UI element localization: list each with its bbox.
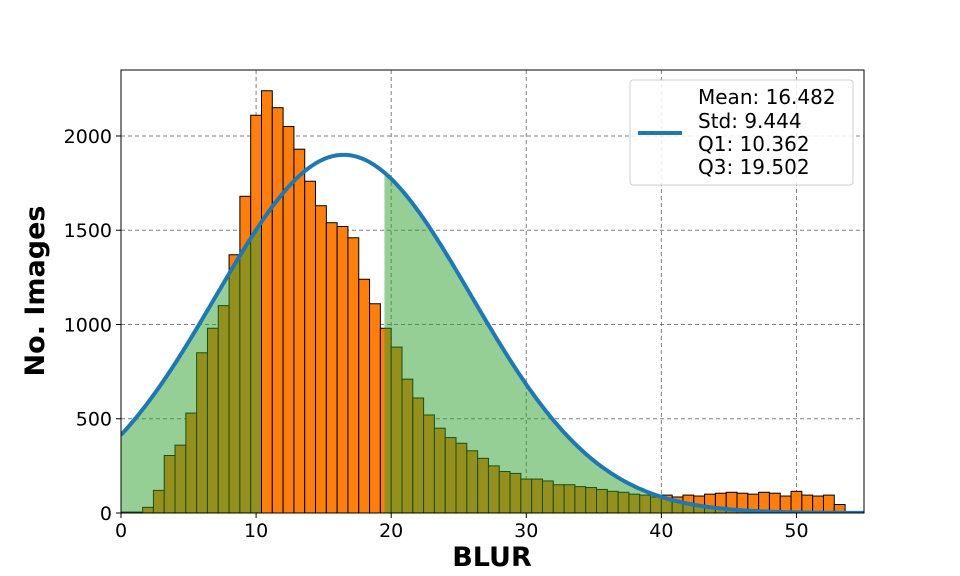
legend-box	[629, 79, 854, 186]
histogram-bar	[347, 237, 360, 513]
histogram-bar	[260, 90, 273, 513]
x-tick-label: 40	[649, 520, 673, 542]
histogram-bar	[790, 490, 803, 513]
normal-curve-layer	[121, 152, 864, 513]
legend: Mean: 16.482 Std: 9.444 Q1: 10.362 Q3: 1…	[629, 79, 854, 186]
shaded-regions	[121, 172, 864, 513]
histogram-bar	[336, 225, 349, 513]
x-tick-label: 20	[379, 520, 403, 542]
x-axis-title: BLUR	[452, 542, 532, 573]
histogram-bar	[812, 495, 824, 513]
histogram-bar	[325, 222, 338, 513]
shaded-region	[121, 222, 261, 513]
histogram-bar	[315, 205, 327, 513]
legend-line-4: Q3: 19.502	[698, 155, 810, 179]
x-tick-label: 0	[115, 520, 127, 542]
normal-curve-line	[121, 152, 864, 513]
plot-frame	[120, 69, 865, 514]
x-tick-label: 10	[244, 520, 268, 542]
y-tick-label: 2000	[64, 126, 112, 148]
histogram-bar	[304, 180, 317, 513]
y-tick-label: 1000	[64, 314, 112, 336]
histogram-bar	[833, 504, 846, 513]
x-tick-label: 30	[514, 520, 538, 542]
histogram-bar	[822, 494, 835, 513]
histogram-bar	[358, 278, 371, 513]
histogram-bar	[801, 494, 814, 513]
y-tick-label: 1500	[64, 220, 112, 242]
shaded-region	[384, 172, 864, 513]
y-axis-title: No. Images	[20, 206, 51, 377]
legend-line-3: Q1: 10.362	[698, 132, 810, 156]
y-tick-label: 0	[100, 503, 112, 525]
histogram-bar	[271, 107, 284, 513]
histogram-bar	[369, 303, 381, 513]
x-tick-label: 50	[784, 520, 808, 542]
histogram-bar	[293, 148, 306, 513]
y-tick-label: 500	[76, 409, 112, 431]
legend-line-1: Mean: 16.482	[698, 85, 836, 109]
legend-line-2: Std: 9.444	[698, 109, 802, 133]
